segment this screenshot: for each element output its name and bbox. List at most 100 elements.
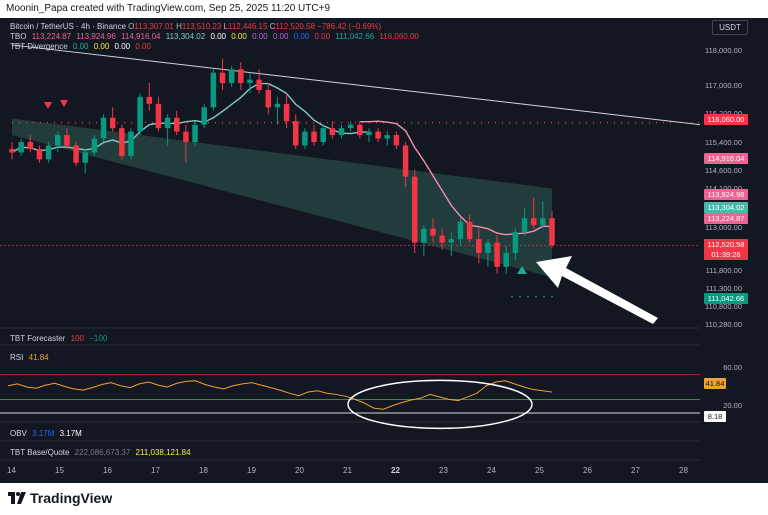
candle-body [27,142,34,149]
candle-body [45,145,52,160]
candle-body [128,131,134,156]
forecaster-legend[interactable]: TBT Forecaster 100 −100 [10,334,108,343]
chart-area[interactable]: Bitcoin / TetherUS · 4h · Binance O113,3… [0,18,768,483]
x-axis-label: 25 [535,466,544,475]
rsi-axis-label: 60.00 [723,363,742,372]
x-axis-label: 27 [631,466,640,475]
base-quote-legend[interactable]: TBT Base/Quote 222,086,673.37 211,038,12… [10,448,191,457]
candle-body [155,103,162,129]
brand-name: TradingView [30,490,113,506]
candle-body [540,218,546,226]
annotation-arrow [536,256,658,324]
price-axis-label: 116,200.00 [705,109,742,118]
candle-body [549,218,555,246]
candle-body [201,107,207,125]
buy-signal-marker [517,266,527,274]
candle-body [219,72,226,84]
x-axis-label: 14 [7,466,16,475]
candle-body [320,128,326,143]
candle-body [393,135,400,146]
candle-body [247,79,253,84]
support-dot [511,295,513,298]
price-tag-tbo-4: 113,224.87 [704,213,748,224]
candle-body [146,96,153,104]
candle-body [192,124,198,143]
countdown-tag: 01:39:26 [704,249,748,260]
candle-body [228,69,235,84]
price-tag-support: 111,042.66 [704,293,748,304]
candle-body [73,145,79,163]
candle-body [466,221,473,240]
price-axis-label: 111,800.00 [705,266,742,275]
candle-body [375,131,381,139]
obv-legend[interactable]: OBV 3.17M 3.17M [10,429,82,438]
candle-body [119,128,125,156]
candle-body [411,176,418,243]
candle-body [384,135,390,139]
price-axis-label: 114,100.00 [705,184,742,193]
x-axis-label: 23 [439,466,448,475]
price-axis-label: 110,280.00 [705,320,742,329]
tradingview-logo[interactable]: TradingView [8,490,112,506]
support-dot [551,295,553,298]
candle-body [329,128,336,136]
change-value: −786.42 (−0.69%) [317,22,382,31]
candle-body [402,145,409,177]
candle-body [347,124,354,129]
candle-body [357,124,363,136]
candle-body [292,121,299,146]
price-tag-tbo-2: 113,924.96 [704,189,748,200]
candle-body [311,131,317,143]
candle-body [421,228,427,243]
price-tag-resistance: 116,060.00 [704,114,748,125]
support-dot [543,295,545,298]
candle-body [430,228,436,236]
rsi-line [7,380,553,410]
rsi-legend[interactable]: RSI 41.84 [10,353,49,362]
currency-button[interactable]: USDT [712,20,748,35]
trendline [11,44,701,126]
rsi-axis-label: 20.00 [723,401,742,410]
candle-body [164,117,171,129]
chart-canvas[interactable] [0,18,768,483]
sell-signal-marker [60,100,68,107]
x-axis-label: 18 [199,466,208,475]
x-axis-label: 22 [391,466,400,475]
tbo-legend[interactable]: TBO 113,224.87 113,924.96 114,916.04 113… [10,32,419,41]
caption-text: Moonin_Papa created with TradingView.com… [6,3,330,14]
candle-body [283,103,290,122]
candle-body [137,96,143,132]
tbt-divergence-legend[interactable]: TBT Divergence 0.00 0.00 0.00 0.00 [10,42,151,51]
footer-bar: TradingView [0,483,768,515]
sell-signal-marker [44,102,52,109]
candle-body [100,117,107,139]
candle-body [457,221,464,240]
candle-body [109,117,116,129]
rsi-value-tag: 41.84 [704,378,726,389]
symbol-title: Bitcoin / TetherUS · 4h · Binance [10,22,126,31]
candle-body [530,218,537,226]
x-axis-label: 19 [247,466,256,475]
candle-body [338,128,345,136]
candle-body [256,79,262,91]
symbol-legend[interactable]: Bitcoin / TetherUS · 4h · Binance O113,3… [10,22,382,31]
candle-body [503,252,509,267]
support-dot [519,295,521,298]
candle-body [64,135,70,146]
x-axis-label: 24 [487,466,496,475]
x-axis-label: 20 [295,466,304,475]
price-tag-tbo-1: 114,916.04 [704,153,748,164]
price-axis-label: 117,000.00 [705,81,742,90]
x-axis-label: 16 [103,466,112,475]
candle-body [485,242,491,253]
candle-body [183,131,189,143]
annotation-circle [347,379,533,430]
price-axis-label: 115,400.00 [705,138,742,147]
support-dot [535,295,537,298]
candle-body [82,152,88,163]
candle-body [265,90,272,108]
caption-bar: Moonin_Papa created with TradingView.com… [0,0,768,18]
price-axis-label: 114,600.00 [705,166,742,175]
price-tag-tbo-3: 113,304.02 [704,202,748,213]
